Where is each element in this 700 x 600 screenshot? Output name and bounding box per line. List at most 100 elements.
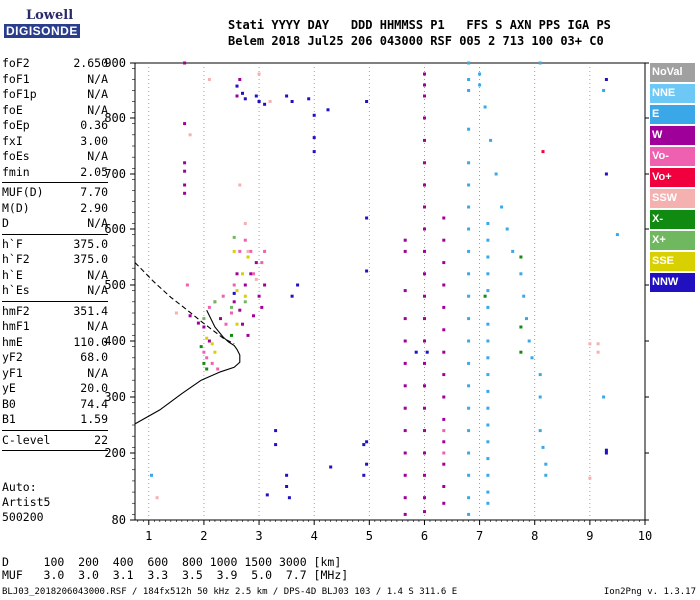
echo-point: [494, 172, 498, 176]
echo-point: [486, 389, 490, 393]
param-row: fxI 3.00: [2, 134, 108, 150]
param-row: yF2 68.0: [2, 350, 108, 366]
echo-point: [442, 485, 446, 488]
echo-point: [274, 443, 278, 447]
param-name: h`F: [2, 236, 23, 251]
echo-point: [216, 367, 220, 371]
echo-point: [243, 283, 247, 287]
echo-point: [442, 440, 446, 444]
echo-point: [246, 249, 250, 253]
y-tick-label: 900: [104, 56, 126, 70]
echo-point: [329, 465, 333, 469]
echo-point: [541, 445, 545, 449]
echo-point: [467, 249, 471, 253]
x-tick-label: 3: [255, 529, 262, 543]
echo-point: [285, 485, 289, 488]
echo-point: [486, 501, 490, 505]
echo-point: [467, 78, 471, 81]
echo-point: [243, 97, 247, 101]
echo-point: [183, 169, 187, 173]
echo-point: [423, 510, 426, 514]
echo-point: [442, 283, 446, 287]
param-value: N/A: [87, 216, 108, 230]
echo-point: [202, 361, 206, 365]
echo-point: [525, 317, 528, 321]
param-separator: [2, 233, 108, 235]
echo-point: [188, 314, 192, 318]
echo-point: [602, 89, 606, 92]
distance-row: D 100 200 400 600 800 1000 1500 3000 [km…: [2, 555, 342, 569]
echo-point: [467, 384, 471, 388]
echo-point: [486, 289, 490, 293]
echo-point: [213, 350, 217, 354]
param-name: foF1: [2, 71, 30, 86]
echo-point: [467, 89, 471, 92]
echo-point: [202, 350, 206, 354]
param-name: M(D): [2, 200, 30, 215]
echo-point: [263, 249, 267, 253]
echo-point: [326, 108, 330, 112]
param-name: foEp: [2, 118, 30, 132]
echo-point: [254, 277, 258, 281]
echo-point: [423, 183, 426, 187]
echo-point: [312, 150, 316, 154]
echo-point: [249, 272, 253, 276]
echo-point: [423, 205, 426, 209]
x-tick-label: 10: [638, 529, 652, 543]
echo-point: [442, 417, 446, 421]
echo-point: [442, 216, 446, 220]
echo-point: [265, 493, 269, 497]
echo-point: [241, 272, 244, 276]
echo-point: [442, 429, 446, 433]
legend-item: E: [650, 105, 695, 124]
param-name: foF1p: [2, 87, 37, 101]
echo-point: [199, 345, 203, 349]
echo-point: [205, 336, 209, 340]
echo-point: [210, 361, 214, 365]
echo-point: [174, 311, 178, 315]
muf-row: MUF 3.0 3.0 3.1 3.3 3.5 3.9 5.0 7.7 [MHz…: [2, 568, 349, 582]
param-separator: [2, 429, 108, 431]
echo-point: [274, 429, 278, 433]
echo-point: [519, 325, 523, 329]
param-value: N/A: [87, 87, 108, 101]
param-name: yF1: [2, 365, 23, 380]
param-row: hmF1 N/A: [2, 319, 108, 335]
param-value: 375.0: [73, 236, 108, 251]
echo-point: [423, 72, 426, 76]
echo-point: [365, 269, 369, 273]
electron-density-profile-line: [134, 309, 241, 425]
auto-code: 500200: [2, 510, 44, 524]
param-row: yF1 N/A: [2, 366, 108, 382]
echo-point: [183, 191, 187, 195]
echo-point: [423, 317, 426, 321]
echo-point: [238, 249, 242, 253]
echo-point: [423, 339, 426, 343]
param-value: 3.00: [80, 133, 108, 148]
echo-point: [478, 72, 482, 76]
echo-point: [467, 473, 471, 477]
echo-point: [486, 272, 490, 276]
param-row: hmF2 351.4: [2, 304, 108, 320]
echo-point: [538, 61, 542, 65]
auto-artist: Artist5: [2, 495, 51, 509]
echo-point: [423, 272, 426, 276]
echo-point: [538, 395, 542, 399]
param-value: 20.0: [80, 381, 108, 395]
param-row: B1 1.59: [2, 412, 108, 428]
echo-point: [588, 476, 592, 480]
echo-point: [442, 238, 446, 242]
logo-lowell-text: Lowell: [26, 8, 74, 23]
footer-file-info: BLJ03_2018206043000.RSF / 184fx512h 50 k…: [2, 587, 458, 597]
echo-point: [467, 127, 471, 131]
echo-point: [403, 473, 407, 477]
echo-point: [196, 321, 200, 325]
echo-point: [423, 451, 426, 455]
echo-point: [403, 384, 407, 388]
echo-point: [243, 238, 247, 242]
echo-point: [362, 473, 366, 477]
polarization-legend: NoVal NNE E W Vo- Vo+ SSW X- X+ SSE NNW: [650, 63, 695, 294]
param-value: 2.90: [80, 200, 108, 215]
x-tick-label: 6: [421, 529, 428, 543]
echo-point: [442, 350, 446, 354]
